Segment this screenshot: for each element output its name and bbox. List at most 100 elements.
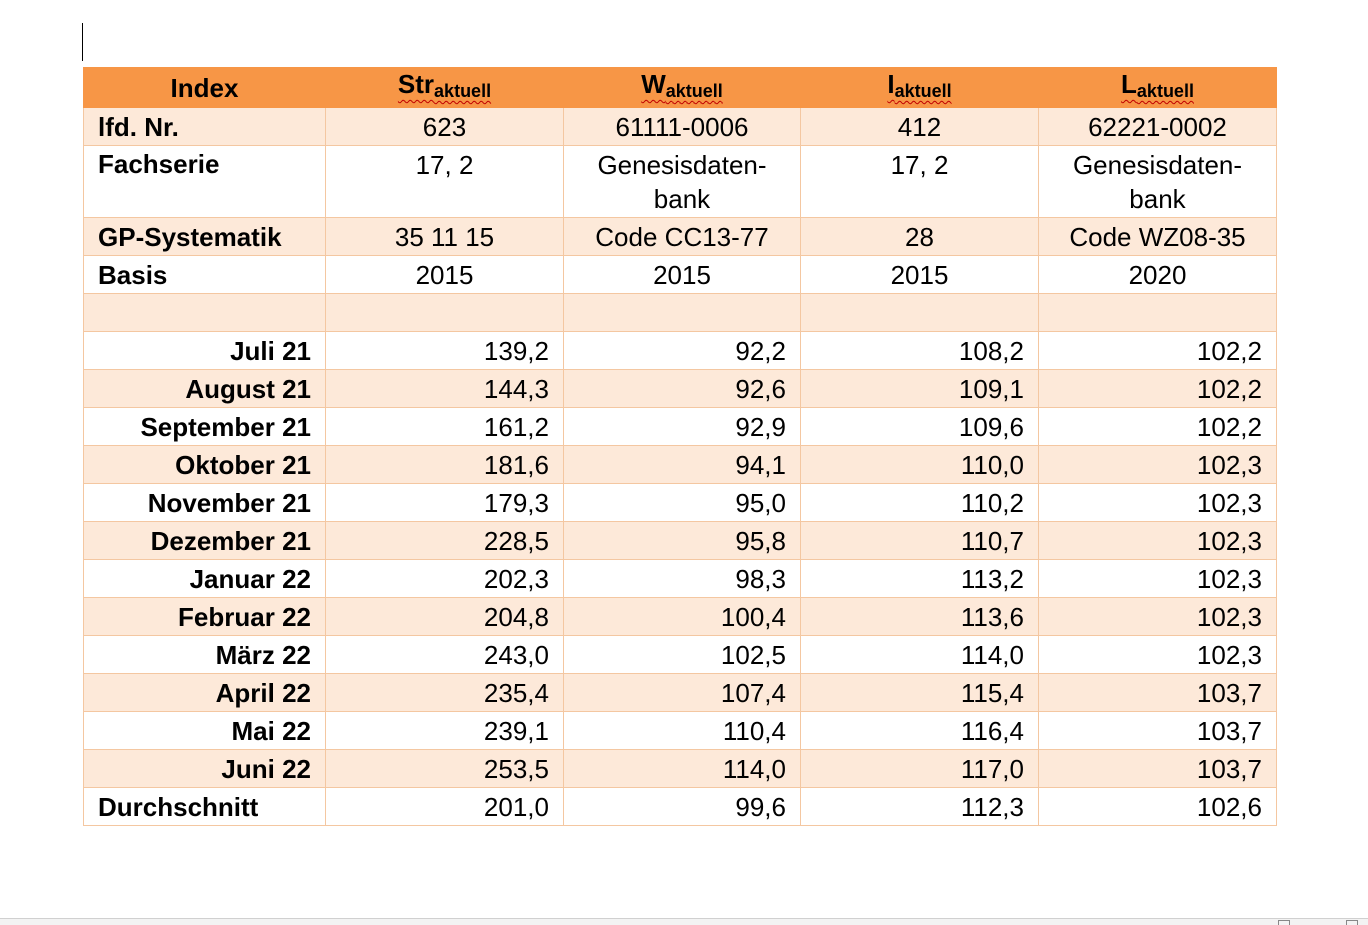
table-row: November 21 179,3 95,0 110,2 102,3 xyxy=(83,483,1277,522)
table-row: Oktober 21 181,6 94,1 110,0 102,3 xyxy=(83,445,1277,484)
table-cell: 139,2 xyxy=(325,331,564,370)
table-row: Juni 22 253,5 114,0 117,0 103,7 xyxy=(83,749,1277,788)
table-row: Juli 21 139,2 92,2 108,2 102,2 xyxy=(83,331,1277,370)
row-label: Oktober 21 xyxy=(83,445,326,484)
row-label: August 21 xyxy=(83,369,326,408)
table-cell: 110,0 xyxy=(800,445,1039,484)
table-cell: 204,8 xyxy=(325,597,564,636)
empty-cell xyxy=(1038,293,1277,332)
table-row: Januar 22 202,3 98,3 113,2 102,3 xyxy=(83,559,1277,598)
table-cell: 2015 xyxy=(800,255,1039,294)
row-label: lfd. Nr. xyxy=(83,107,326,146)
table-cell: 109,1 xyxy=(800,369,1039,408)
table-cell: 99,6 xyxy=(563,787,801,826)
row-empty-spacer xyxy=(83,293,1277,332)
empty-cell xyxy=(563,293,801,332)
table-cell: 92,6 xyxy=(563,369,801,408)
row-label: Dezember 21 xyxy=(83,521,326,560)
table-row: März 22 243,0 102,5 114,0 102,3 xyxy=(83,635,1277,674)
table-row: Mai 22 239,1 110,4 116,4 103,7 xyxy=(83,711,1277,750)
row-durchschnitt: Durchschnitt 201,0 99,6 112,3 102,6 xyxy=(83,787,1277,826)
table-cell: 95,0 xyxy=(563,483,801,522)
table-cell: 109,6 xyxy=(800,407,1039,446)
view-icon xyxy=(1346,920,1358,925)
table-cell: 17, 2 xyxy=(800,145,1039,218)
table-cell: 181,6 xyxy=(325,445,564,484)
table-cell: Code CC13-77 xyxy=(563,217,801,256)
status-bar xyxy=(0,918,1368,925)
table-cell: 102,6 xyxy=(1038,787,1277,826)
monthly-data-body: Juli 21 139,2 92,2 108,2 102,2 August 21 144,3… xyxy=(83,331,1277,788)
table-cell: 35 11 15 xyxy=(325,217,564,256)
table-cell: 110,2 xyxy=(800,483,1039,522)
table-cell: 100,4 xyxy=(563,597,801,636)
empty-cell xyxy=(800,293,1039,332)
table-cell: 102,3 xyxy=(1038,559,1277,598)
row-label: Juli 21 xyxy=(83,331,326,370)
table-cell: 102,5 xyxy=(563,635,801,674)
table-cell: 103,7 xyxy=(1038,673,1277,712)
table-cell: 2015 xyxy=(325,255,564,294)
table-cell: 103,7 xyxy=(1038,749,1277,788)
table-cell: Genesisdaten- bank xyxy=(563,145,801,218)
row-label: März 22 xyxy=(83,635,326,674)
row-label: Januar 22 xyxy=(83,559,326,598)
text-cursor xyxy=(82,23,83,61)
header-w: Waktuell xyxy=(563,67,801,108)
row-label: GP-Systematik xyxy=(83,217,326,256)
table-cell: 235,4 xyxy=(325,673,564,712)
table-cell: 17, 2 xyxy=(325,145,564,218)
header-index: Index xyxy=(83,67,326,108)
table-cell: 113,6 xyxy=(800,597,1039,636)
table-cell: 114,0 xyxy=(563,749,801,788)
table-cell: 102,3 xyxy=(1038,483,1277,522)
table-header-row: Index Straktuell Waktuell Iaktuell Laktu… xyxy=(83,67,1277,108)
row-label: Durchschnitt xyxy=(83,787,326,826)
row-label: Februar 22 xyxy=(83,597,326,636)
table-cell: 102,2 xyxy=(1038,369,1277,408)
table-row: September 21 161,2 92,9 109,6 102,2 xyxy=(83,407,1277,446)
table-cell: 92,2 xyxy=(563,331,801,370)
row-label: Fachserie xyxy=(83,145,326,218)
table-cell: 116,4 xyxy=(800,711,1039,750)
table-cell: 102,3 xyxy=(1038,445,1277,484)
empty-cell xyxy=(325,293,564,332)
table-cell: 2020 xyxy=(1038,255,1277,294)
table-cell: 94,1 xyxy=(563,445,801,484)
row-label: November 21 xyxy=(83,483,326,522)
table-cell: 102,2 xyxy=(1038,407,1277,446)
table-cell: 113,2 xyxy=(800,559,1039,598)
table-cell: 623 xyxy=(325,107,564,146)
header-l: Laktuell xyxy=(1038,67,1277,108)
table-cell: 92,9 xyxy=(563,407,801,446)
row-fachserie: Fachserie 17, 2 Genesisdaten- bank 17, 2… xyxy=(83,145,1277,218)
row-label: Juni 22 xyxy=(83,749,326,788)
table-cell: 117,0 xyxy=(800,749,1039,788)
table-cell: 107,4 xyxy=(563,673,801,712)
table-cell: 103,7 xyxy=(1038,711,1277,750)
table-cell: 108,2 xyxy=(800,331,1039,370)
table-cell: 112,3 xyxy=(800,787,1039,826)
table-cell: 62221-0002 xyxy=(1038,107,1277,146)
table-row: Februar 22 204,8 100,4 113,6 102,3 xyxy=(83,597,1277,636)
row-label: Basis xyxy=(83,255,326,294)
table-cell: 161,2 xyxy=(325,407,564,446)
table-row: August 21 144,3 92,6 109,1 102,2 xyxy=(83,369,1277,408)
table-cell: 98,3 xyxy=(563,559,801,598)
row-label: September 21 xyxy=(83,407,326,446)
table-cell: 28 xyxy=(800,217,1039,256)
layout-icon xyxy=(1278,920,1290,925)
table-cell: Genesisdaten- bank xyxy=(1038,145,1277,218)
table-cell: 110,7 xyxy=(800,521,1039,560)
table-cell: Code WZ08-35 xyxy=(1038,217,1277,256)
table-cell: 243,0 xyxy=(325,635,564,674)
table-cell: 144,3 xyxy=(325,369,564,408)
empty-cell xyxy=(83,293,326,332)
table-row: April 22 235,4 107,4 115,4 103,7 xyxy=(83,673,1277,712)
header-str: Straktuell xyxy=(325,67,564,108)
table-cell: 102,2 xyxy=(1038,331,1277,370)
table-cell: 239,1 xyxy=(325,711,564,750)
table-cell: 95,8 xyxy=(563,521,801,560)
row-lfd-nr: lfd. Nr. 623 61111-0006 412 62221-0002 xyxy=(83,107,1277,146)
